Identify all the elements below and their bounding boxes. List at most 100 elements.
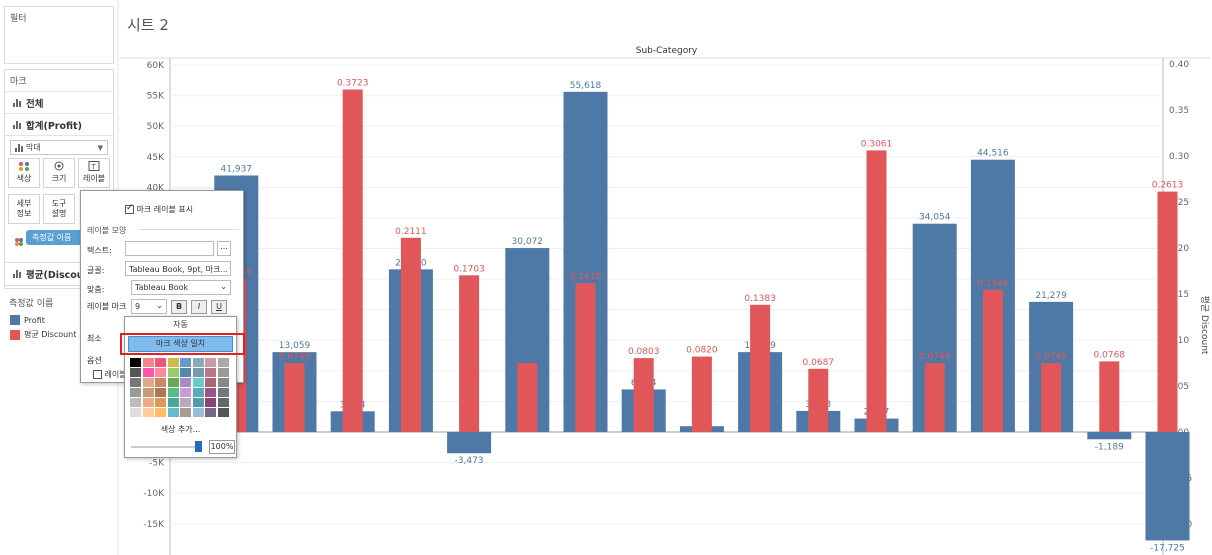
label-button[interactable]: T 레이블 — [78, 158, 110, 188]
bold-button[interactable]: B — [171, 300, 187, 314]
color-swatch[interactable] — [205, 358, 216, 367]
detail-button-label: 세부 정보 — [16, 199, 32, 218]
color-swatch[interactable] — [217, 368, 229, 377]
color-swatch[interactable] — [142, 368, 154, 377]
color-button[interactable]: 색상 — [8, 158, 40, 188]
color-swatch[interactable] — [130, 358, 141, 367]
measure-names-pill[interactable]: 측정값 이름 — [26, 230, 86, 245]
discount-data-label: 0.0803 — [628, 347, 660, 357]
filters-shelf[interactable]: 필터 — [4, 6, 114, 64]
text-field[interactable] — [125, 241, 214, 256]
color-swatch[interactable] — [192, 388, 204, 397]
mark-type-dropdown[interactable]: 막대 ▼ — [10, 140, 108, 155]
discount-data-label: 0.0768 — [1094, 350, 1126, 360]
color-swatch[interactable] — [192, 408, 204, 417]
label-option[interactable]: 레이블 — [93, 369, 127, 380]
color-swatch[interactable] — [130, 368, 141, 377]
color-swatch[interactable] — [192, 398, 204, 407]
color-swatch[interactable] — [130, 388, 141, 397]
italic-button[interactable]: I — [191, 300, 207, 314]
show-labels-option[interactable]: 마크 레이블 표시 — [125, 203, 193, 215]
discount-bar — [924, 363, 945, 432]
legend-item-profit[interactable]: Profit — [4, 313, 114, 327]
font-family-dropdown[interactable]: Tableau Book ⌄ — [131, 280, 231, 295]
marks-row-profit[interactable]: 합계(Profit) — [5, 114, 113, 136]
right-axis-tick-label: 0.40 — [1169, 60, 1189, 70]
auto-color-option[interactable]: 자동 — [173, 320, 188, 329]
text-edit-button[interactable]: ... — [217, 241, 231, 256]
color-swatch[interactable] — [180, 398, 191, 407]
color-swatch[interactable] — [205, 398, 216, 407]
font-size-dropdown[interactable]: 9 ⌄ — [131, 299, 167, 314]
color-swatch[interactable] — [205, 408, 216, 417]
label-option-checkbox[interactable] — [93, 370, 102, 379]
color-swatch[interactable] — [142, 398, 154, 407]
color-swatch[interactable] — [155, 358, 166, 367]
opacity-slider[interactable] — [131, 446, 201, 448]
color-swatch[interactable] — [217, 378, 229, 387]
chevron-down-icon: ⌄ — [156, 301, 163, 310]
left-axis-tick-label: -15K — [143, 520, 165, 530]
opacity-value[interactable]: 100% — [209, 440, 235, 454]
right-axis-tick-label: 0.25 — [1169, 198, 1189, 208]
color-swatch[interactable] — [155, 398, 166, 407]
right-axis-tick-label: 0.20 — [1169, 244, 1189, 254]
color-swatch[interactable] — [130, 378, 141, 387]
sheet-title: 시트 2 — [127, 16, 169, 34]
color-swatch[interactable] — [142, 358, 154, 367]
match-mark-color-button[interactable]: 마크 색상 일치 — [128, 336, 233, 352]
more-colors-option[interactable]: 색상 추가... — [160, 425, 201, 434]
color-swatch[interactable] — [142, 388, 154, 397]
color-swatch[interactable] — [205, 378, 216, 387]
legend-swatch — [10, 329, 20, 340]
color-swatch[interactable] — [167, 388, 179, 397]
color-swatch[interactable] — [167, 358, 179, 367]
color-swatch[interactable] — [217, 398, 229, 407]
color-swatch[interactable] — [180, 358, 191, 367]
color-swatch[interactable] — [217, 408, 229, 417]
color-swatch[interactable] — [167, 368, 179, 377]
legend-item-avg-discount[interactable]: 평균 Discount — [4, 327, 114, 342]
color-swatch[interactable] — [180, 368, 191, 377]
marks-row-all[interactable]: 전체 — [5, 92, 113, 114]
detail-button[interactable]: 세부 정보 — [8, 194, 40, 224]
color-swatch[interactable] — [205, 388, 216, 397]
color-swatch[interactable] — [155, 388, 166, 397]
font-dropdown-value: Tableau Book, 9pt, 마크... — [129, 265, 228, 274]
color-swatch[interactable] — [180, 408, 191, 417]
color-swatch[interactable] — [167, 378, 179, 387]
options-heading: 옵션 — [87, 356, 102, 365]
opacity-slider-handle[interactable] — [195, 441, 202, 452]
discount-data-label: 0.1383 — [744, 294, 776, 304]
discount-data-label: 0.2613 — [1152, 181, 1184, 191]
color-swatch[interactable] — [180, 378, 191, 387]
color-swatch[interactable] — [130, 408, 141, 417]
color-swatch[interactable] — [155, 408, 166, 417]
color-swatch[interactable] — [180, 388, 191, 397]
min-max-heading: 최소 — [87, 334, 102, 343]
color-swatch[interactable] — [192, 358, 204, 367]
show-labels-checkbox[interactable] — [125, 203, 134, 214]
align-label: 맞춤: — [87, 285, 105, 294]
color-swatch[interactable] — [155, 378, 166, 387]
font-dropdown[interactable]: Tableau Book, 9pt, 마크... — [125, 261, 231, 276]
color-swatch[interactable] — [192, 378, 204, 387]
tooltip-button[interactable]: 도구 설명 — [43, 194, 75, 224]
color-swatch[interactable] — [217, 388, 229, 397]
color-swatch[interactable] — [142, 408, 154, 417]
size-button[interactable]: 크기 — [43, 158, 75, 188]
bar-chart-icon — [13, 270, 21, 278]
color-swatch[interactable] — [130, 398, 141, 407]
discount-bar — [691, 356, 712, 432]
color-swatch[interactable] — [167, 408, 179, 417]
color-swatch[interactable] — [217, 358, 229, 367]
color-swatch[interactable] — [167, 398, 179, 407]
discount-data-label: 0.0749 — [1035, 352, 1067, 362]
color-swatch[interactable] — [205, 368, 216, 377]
marks-row-label: 전체 — [26, 98, 44, 110]
color-swatch[interactable] — [142, 378, 154, 387]
underline-button[interactable]: U — [211, 300, 227, 314]
discount-bar — [808, 368, 829, 432]
color-swatch[interactable] — [155, 368, 166, 377]
color-swatch[interactable] — [192, 368, 204, 377]
